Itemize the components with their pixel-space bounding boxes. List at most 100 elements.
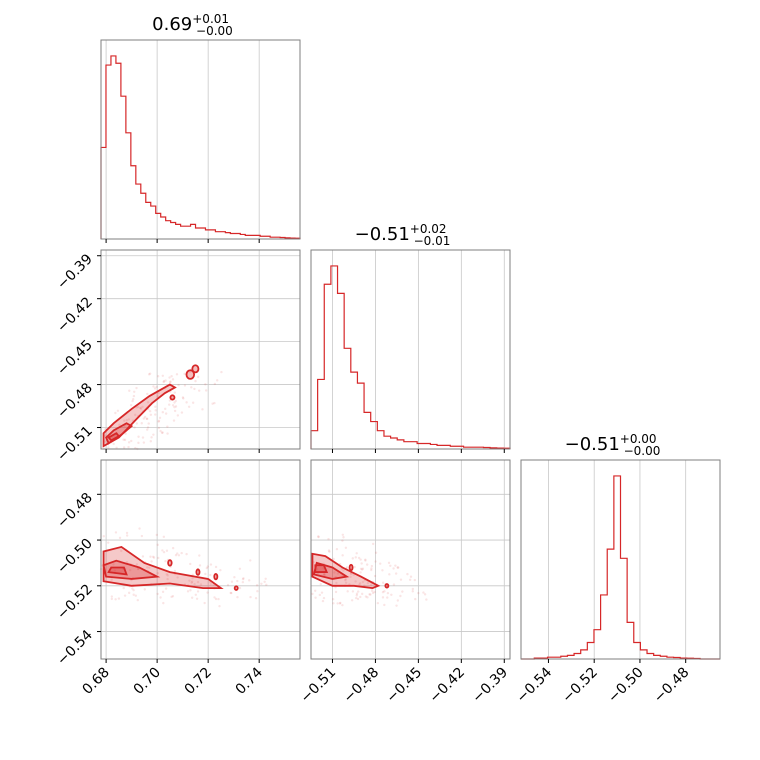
scatter-point	[213, 401, 216, 405]
scatter-point	[140, 422, 143, 425]
scatter-point	[148, 409, 152, 413]
scatter-point	[135, 563, 139, 566]
scatter-point	[264, 577, 267, 580]
contour-blob-p1_p2-1	[384, 583, 390, 589]
scatter-point	[233, 576, 236, 579]
scatter-point	[374, 551, 378, 554]
scatter-point	[122, 586, 125, 590]
scatter-point	[364, 595, 368, 598]
scatter-point	[174, 553, 178, 557]
scatter-point	[182, 397, 185, 400]
hist-line-0	[100, 55, 301, 239]
scatter-point	[328, 550, 331, 553]
scatter-point	[136, 567, 140, 571]
scatter-point	[133, 390, 136, 393]
scatter-point	[161, 590, 165, 594]
scatter-point	[361, 567, 365, 570]
scatter-point	[194, 593, 198, 596]
scatter-point	[153, 387, 157, 390]
scatter-point	[364, 558, 367, 561]
scatter-point	[256, 589, 259, 593]
scatter-point	[165, 549, 169, 552]
scatter-point	[217, 597, 220, 601]
scatter-point	[368, 593, 371, 596]
scatter-point	[399, 578, 403, 581]
scatter-point	[320, 591, 324, 594]
scatter-point	[351, 557, 354, 560]
scatter-point	[183, 372, 186, 376]
scatter-point	[147, 422, 150, 425]
scatter-point	[173, 569, 177, 573]
scatter-point	[369, 593, 372, 596]
scatter-point	[387, 561, 391, 565]
hist-frame-2	[520, 459, 721, 660]
scatter-point	[173, 409, 177, 413]
scatter-point	[113, 569, 117, 572]
scatter-point	[149, 555, 152, 558]
scatter-point	[370, 564, 374, 568]
scatter-point	[213, 596, 216, 599]
scatter-point	[166, 577, 169, 581]
scatter-point	[344, 546, 348, 549]
contour-blob-p0_p2-1	[195, 568, 201, 576]
scatter-point	[140, 534, 144, 538]
scatter-point	[114, 598, 117, 601]
scatter-point	[196, 375, 200, 379]
contour-blob-p0_p2-2	[213, 573, 219, 581]
contour-inner-p0_p2	[107, 566, 128, 576]
scatter-point	[150, 560, 153, 563]
scatter-point	[229, 591, 232, 595]
scatter-point	[156, 395, 159, 398]
scatter-point	[161, 549, 164, 552]
hist-line-1	[310, 265, 511, 449]
contour-blob-p0_p2-3	[233, 585, 239, 591]
scatter-point	[360, 568, 364, 571]
scatter-point	[422, 591, 425, 594]
contour-mid-p0_p1	[105, 422, 134, 445]
scatter-point	[189, 589, 192, 592]
scatter-point	[220, 370, 223, 374]
scatter-point	[204, 572, 207, 576]
scatter-point	[409, 575, 413, 578]
scatter-point	[123, 594, 127, 597]
ytick-label-p0_p2-2: −0.52	[54, 581, 96, 623]
scatter-point	[146, 392, 149, 396]
scatter-point	[236, 579, 239, 583]
scatter-point	[161, 374, 165, 377]
scatter-point	[123, 438, 127, 442]
xtick-label-1-1: −0.48	[341, 665, 383, 707]
scatter-point	[118, 536, 122, 540]
scatter-point	[238, 567, 242, 571]
scatter-panel-p0_p1: −0.39−0.42−0.45−0.48−0.51	[54, 249, 301, 465]
scatter-point	[176, 576, 179, 579]
scatter-point	[146, 566, 149, 569]
scatter-point	[358, 582, 362, 585]
hist-title-0: 0.69+0.01 −0.00	[152, 12, 233, 38]
scatter-point	[114, 531, 118, 534]
scatter-point	[125, 531, 129, 535]
scatter-point	[186, 590, 190, 593]
scatter-point	[214, 597, 218, 601]
scatter-point	[209, 563, 213, 566]
scatter-point	[361, 580, 365, 584]
scatter-point	[161, 411, 165, 414]
scatter-point	[199, 583, 203, 586]
scatter-point	[124, 432, 127, 435]
scatter-point	[315, 567, 319, 571]
scatter-point	[414, 597, 417, 601]
scatter-point	[357, 556, 361, 560]
scatter-point	[164, 560, 167, 563]
scatter-point	[110, 578, 113, 581]
contour-inner-p0_p1	[107, 432, 121, 442]
title-plus-0: +0.01	[192, 12, 229, 26]
scatter-point	[166, 574, 169, 577]
scatter-point	[355, 552, 358, 555]
scatter-point	[255, 584, 259, 587]
scatter-point	[241, 577, 245, 581]
scatter-point	[171, 546, 175, 550]
title-value-1: −0.51	[355, 224, 410, 245]
scatter-point	[141, 555, 145, 558]
xtick-label-0-1: 0.70	[131, 665, 164, 698]
scatter-point	[157, 419, 161, 422]
scatter-point	[190, 386, 193, 389]
